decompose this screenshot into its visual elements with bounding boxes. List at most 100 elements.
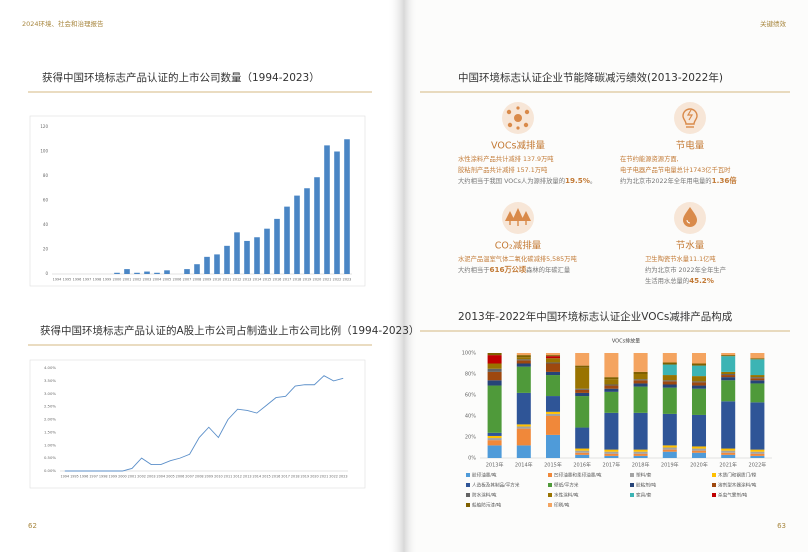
bar [344, 139, 350, 274]
x-tick-label: 1995 [63, 277, 72, 281]
bar-segment [750, 359, 765, 376]
bar-segment [691, 385, 707, 389]
bar [274, 218, 280, 274]
bar [204, 256, 210, 274]
bar-segment [750, 449, 765, 452]
x-tick-label: 2013年 [486, 462, 504, 469]
kpi-text: 在节约能源资源方面, [620, 154, 679, 163]
kpi-line: 水性涂料产品共计减排 137.9万吨 [458, 154, 554, 163]
line [64, 375, 344, 472]
x-tick-label: 2022年 [749, 462, 767, 469]
y-tick-label: 120 [40, 124, 48, 129]
bar-segment [721, 450, 736, 453]
legend-label: 壁纸/平方米 [554, 482, 579, 489]
legend-label: 溶剂型木器涂料/吨 [718, 482, 757, 489]
chart-title: 获得中国环境标志产品认证的A股上市公司占制造业上市公司比例（1994-2023） [40, 324, 419, 337]
x-tick-label: 1994 [60, 474, 69, 478]
bar-segment [516, 366, 531, 393]
y-tick-label: 1.50% [44, 429, 56, 434]
y-tick-label: 60% [465, 393, 476, 399]
x-tick-label: 2017 [283, 277, 292, 281]
x-tick-label: 2014年 [515, 462, 533, 469]
forest-icon [502, 202, 534, 234]
bar-segment [604, 384, 619, 386]
x-tick-label: 2018 [291, 474, 300, 478]
bar-segment [662, 451, 677, 458]
bar-segment [575, 452, 590, 455]
bar-segment [545, 356, 561, 359]
x-tick-label: 2005 [163, 277, 172, 281]
bar-segment [721, 448, 736, 451]
bar-segment [516, 445, 531, 458]
x-tick-label: 2022 [333, 277, 342, 281]
bar-segment [545, 413, 561, 416]
y-tick-label: 100% [462, 351, 477, 357]
bar-segment [750, 380, 765, 384]
legend-swatch [548, 493, 552, 497]
bar-segment [604, 455, 619, 458]
bar-segment [604, 385, 619, 389]
bar-segment [750, 358, 765, 360]
bar-segment [633, 453, 648, 456]
bar-segment [516, 428, 531, 446]
legend-swatch [712, 493, 716, 497]
bar-segment [750, 453, 765, 456]
legend-label: 印刷/吨 [554, 502, 570, 509]
bar [264, 228, 270, 274]
x-tick-label: 2020 [313, 277, 322, 281]
x-tick-label: 2018年 [632, 462, 650, 469]
bar-segment [575, 353, 590, 366]
x-tick-label: 2012 [233, 277, 242, 281]
bar-segment [516, 359, 531, 361]
kpi-text: 生活用水总量的 [645, 276, 689, 285]
bar-segment [662, 413, 677, 446]
bar-segment [633, 371, 648, 374]
bar-segment [487, 435, 502, 439]
bar-segment [691, 381, 707, 383]
bar-segment [691, 353, 707, 364]
bar-segment [604, 388, 619, 392]
bar-segment [633, 451, 648, 454]
x-tick-label: 2007 [185, 474, 194, 478]
x-tick-label: 2021 [323, 277, 332, 281]
kpi-text: 。 [590, 178, 596, 185]
bar-segment [545, 353, 561, 356]
x-tick-label: 2006 [176, 474, 185, 478]
bar-segment [516, 363, 531, 367]
chart-frame [29, 359, 366, 489]
legend-label: 胶印油墨/吨 [472, 472, 497, 479]
bar-segment [545, 411, 561, 414]
kpi-title: CO₂减排量 [495, 240, 542, 252]
bar-segment [516, 426, 531, 429]
bar-segment [721, 380, 736, 402]
gutter-shadow [388, 0, 404, 552]
bar [334, 151, 340, 274]
bar-segment [516, 360, 531, 364]
bar-segment [633, 455, 648, 458]
bar [234, 232, 240, 274]
kpi-title: 节水量 [676, 240, 705, 252]
x-tick-label: 2017年 [603, 462, 621, 469]
bar-segment [516, 424, 531, 427]
bar-segment [545, 396, 561, 412]
bar-segment [721, 375, 736, 378]
bar-segment [691, 365, 707, 377]
x-tick-label: 1999 [108, 474, 117, 478]
bar-segment [604, 353, 619, 378]
x-tick-label: 2021年 [719, 462, 737, 469]
bar-segment [487, 355, 502, 364]
x-tick-label: 2001 [123, 277, 132, 281]
bar-segment [721, 401, 736, 449]
x-tick-label: 2015 [263, 277, 272, 281]
bar [294, 195, 300, 274]
y-tick-label: 1.00% [44, 442, 56, 447]
bar [124, 269, 130, 274]
bar-segment [604, 449, 619, 452]
legend-label: 船舶防污漆/吨 [472, 502, 502, 509]
kpi-line: 卫生陶瓷节水量11.1亿吨 [645, 254, 716, 263]
y-tick-label: 3.00% [44, 391, 56, 396]
x-tick-label: 2003 [143, 277, 152, 281]
y-tick-label: 0 [45, 271, 48, 276]
bar-segment [750, 378, 765, 381]
bar-segment [662, 380, 677, 382]
